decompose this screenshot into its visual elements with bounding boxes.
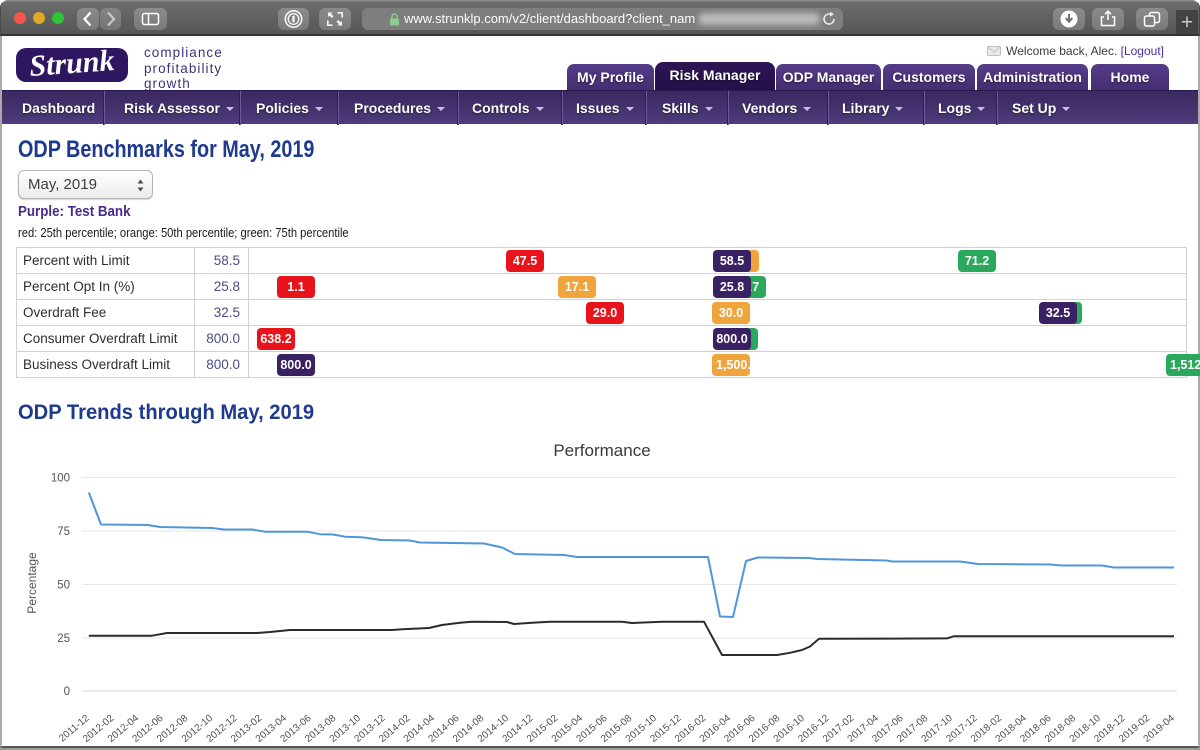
svg-text:0: 0 <box>64 686 70 698</box>
svg-text:Percentage: Percentage <box>25 552 39 614</box>
svg-text:75: 75 <box>57 526 70 538</box>
svg-text:100: 100 <box>51 473 70 485</box>
svg-text:Performance: Performance <box>553 441 650 460</box>
svg-text:50: 50 <box>57 580 70 592</box>
svg-text:25: 25 <box>57 633 70 645</box>
svg-text:Strunk: Strunk <box>28 48 115 82</box>
